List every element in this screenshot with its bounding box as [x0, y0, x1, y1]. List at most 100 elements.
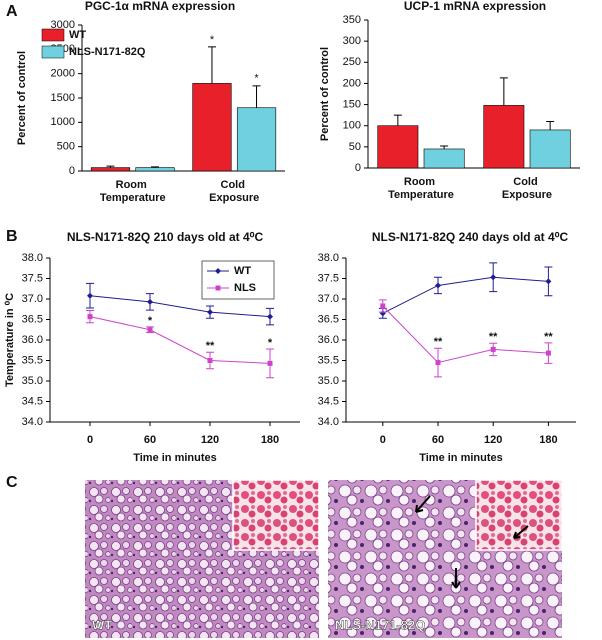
error-bar [440, 145, 449, 149]
panel-label: A [6, 3, 18, 20]
bar [423, 148, 465, 169]
chart-title: NLS-N171-82Q 210 days old at 4⁰C [67, 230, 264, 244]
y-tick-label: 100 [343, 120, 361, 132]
y-axis-label: Temperature in ⁰C [4, 293, 16, 387]
y-tick-label: 36.5 [22, 313, 43, 325]
label-line: Cold [513, 176, 541, 188]
significance: ** [206, 340, 215, 352]
histology-nls: NLS-N171-82Q [328, 479, 563, 638]
y-tick-label: 35.0 [22, 375, 43, 387]
arrow [451, 568, 461, 589]
y-tick-label: 35.0 [318, 375, 339, 387]
series-line [382, 305, 549, 364]
y-tick-label: 37.5 [318, 272, 339, 284]
series-line [89, 295, 271, 318]
marker [545, 350, 551, 356]
x-tick-label: Room Temperature [100, 179, 166, 204]
bar [135, 167, 175, 172]
marker [435, 282, 441, 289]
marker [87, 314, 93, 320]
y-tick-label: 200 [343, 77, 361, 89]
marker [267, 313, 273, 320]
y-axis-label: Percent of control [16, 51, 28, 145]
chart-title: UCP-1 mRNA expression [404, 0, 546, 13]
series-line [89, 316, 271, 364]
marker [147, 327, 153, 333]
bar [192, 83, 232, 172]
marker [545, 278, 552, 285]
marker [207, 309, 213, 316]
label-line: Temperature [388, 189, 454, 201]
bar [377, 125, 419, 169]
legend-label: WT [234, 265, 251, 277]
y-tick-label: 38.0 [22, 252, 43, 264]
bar [529, 129, 571, 169]
series-line [382, 276, 549, 314]
x-tick-label: Cold Exposure [209, 179, 259, 204]
y-tick-label: 0 [355, 162, 361, 174]
x-tick-label: 120 [484, 434, 502, 446]
panel-label: B [6, 228, 18, 245]
image-label: NLS-N171-82Q [335, 617, 425, 632]
legend-label: WT [69, 29, 86, 41]
chart-title: NLS-N171-82Q 240 days old at 4⁰C [372, 230, 569, 244]
y-tick-label: 35.5 [22, 354, 43, 366]
x-axis-label: Time in minutes [133, 452, 217, 464]
error-bar [207, 46, 216, 84]
significance: * [268, 337, 273, 349]
bar [236, 107, 277, 172]
marker [87, 292, 93, 299]
bar [90, 167, 131, 172]
significance: ** [434, 336, 443, 348]
significance: * [210, 34, 215, 46]
bar [483, 105, 525, 169]
legend-box [201, 260, 275, 300]
y-tick-label: 1000 [51, 116, 75, 128]
marker [490, 346, 496, 352]
y-tick-label: 50 [349, 141, 361, 153]
y-tick-label: 0 [69, 165, 75, 177]
y-tick-label: 37.0 [318, 293, 339, 305]
y-axis-label: Percent of control [319, 47, 331, 141]
label-line: Cold [221, 179, 249, 191]
legend-swatch [41, 45, 65, 59]
y-tick-label: 34.0 [318, 416, 339, 428]
histology-wt: WT [85, 479, 320, 638]
label-line: Room [116, 179, 150, 191]
inset-image [232, 479, 320, 551]
y-tick-label: 38.0 [318, 252, 339, 264]
y-tick-label: 36.5 [318, 313, 339, 325]
y-tick-label: 37.0 [22, 293, 43, 305]
y-tick-label: 1500 [51, 92, 75, 104]
legend-label: NLS [234, 282, 256, 294]
x-tick-label: 120 [201, 434, 219, 446]
y-tick-label: 34.0 [22, 416, 43, 428]
significance: * [254, 73, 259, 85]
error-bar [393, 114, 402, 126]
y-tick-label: 35.5 [318, 354, 339, 366]
label-line: Exposure [502, 189, 552, 201]
legend-marker [215, 268, 221, 274]
error-bar [499, 77, 508, 106]
significance: ** [544, 331, 553, 343]
y-tick-label: 150 [343, 98, 361, 110]
x-tick-label: 60 [432, 434, 444, 446]
x-tick-label: 0 [87, 434, 93, 446]
x-tick-label: 0 [380, 434, 386, 446]
x-tick-label: Cold Exposure [502, 176, 552, 201]
y-tick-label: 2000 [51, 68, 75, 80]
x-tick-label: 60 [144, 434, 156, 446]
legend-label: NLS-N171-82Q [69, 46, 146, 58]
marker [490, 274, 497, 281]
y-tick-label: 500 [57, 141, 75, 153]
error-bar [151, 166, 160, 168]
marker [207, 358, 213, 363]
label-line: Room [404, 176, 438, 188]
significance: ** [489, 331, 498, 343]
x-tick-label: 180 [539, 434, 557, 446]
error-bar [252, 85, 261, 108]
y-tick-label: 300 [343, 35, 361, 47]
y-tick-label: 3000 [51, 19, 75, 31]
y-tick-label: 34.5 [22, 395, 43, 407]
